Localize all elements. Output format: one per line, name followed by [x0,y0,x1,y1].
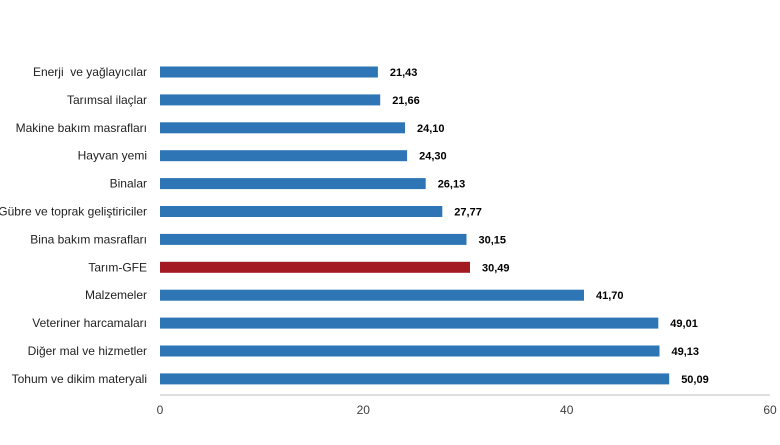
bar-3 [160,150,408,162]
value-label: 21,66 [392,95,420,107]
category-label: Tarımsal ilaçlar [67,93,147,107]
bar-7 [160,261,470,273]
bar-11 [160,373,670,385]
value-label: 27,77 [454,207,482,219]
x-axis-ticks: 0 20 40 60 [157,403,777,417]
category-label: Gübre ve toprak geliştiriciler [0,205,147,219]
bar-1 [160,94,381,106]
value-label: 49,01 [670,318,698,330]
category-label: Tohum ve dikim materyali [12,372,147,386]
bar-4 [160,178,426,190]
category-label: Hayvan yemi [78,149,147,163]
value-label: 49,13 [672,346,700,358]
bars-layer [160,66,670,385]
value-label: 30,15 [479,234,507,246]
bar-2 [160,122,405,134]
category-label: Binalar [110,177,147,191]
bar-6 [160,233,467,245]
x-tick-label: 60 [763,403,777,417]
category-label: Bina bakım masrafları [30,232,147,246]
bar-8 [160,289,584,301]
bar-0 [160,66,378,78]
category-label: Malzemeler [85,288,147,302]
category-label: Veteriner harcamaları [32,316,147,330]
x-tick-label: 0 [157,403,164,417]
bar-9 [160,317,659,329]
category-label: Makine bakım masrafları [16,121,147,135]
x-tick-label: 40 [560,403,574,417]
value-label: 24,30 [419,151,447,163]
category-label: Enerji ve yağlayıcılar [33,65,147,79]
value-label: 50,09 [681,374,709,386]
value-label: 30,49 [482,262,510,274]
value-label: 26,13 [438,179,466,191]
value-label: 41,70 [596,290,624,302]
value-label: 21,43 [390,67,418,79]
category-label: Tarım-GFE [88,260,147,274]
x-tick-label: 20 [357,403,371,417]
category-label: Diğer mal ve hizmetler [28,344,147,358]
value-label: 24,10 [417,123,445,135]
bar-10 [160,345,660,357]
bar-5 [160,206,443,217]
value-labels: 21,43 21,66 24,10 24,30 26,13 27,77 30,15 30,49… [390,67,709,386]
category-labels: Enerji ve yağlayıcılar Tarımsal ilaçlar Ma… [0,65,147,386]
